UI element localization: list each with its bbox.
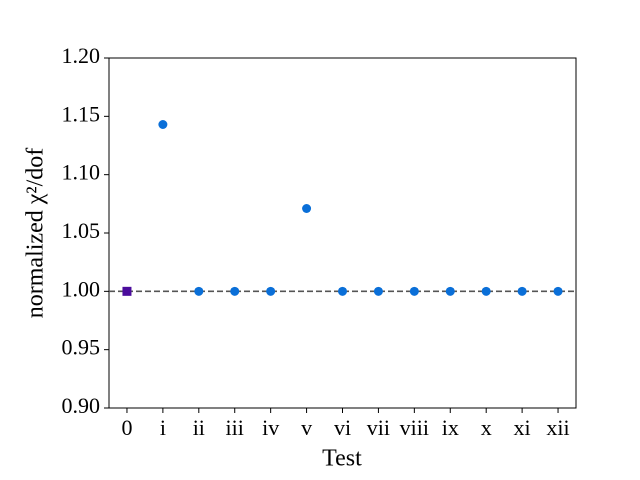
- y-tick-label: 1.05: [62, 218, 101, 243]
- x-tick-label: iii: [226, 415, 244, 440]
- y-tick-label: 1.00: [62, 276, 101, 301]
- point: [158, 120, 168, 129]
- x-tick-label: xi: [514, 415, 531, 440]
- y-tick-label: 1.15: [62, 101, 101, 126]
- point: [266, 286, 276, 296]
- x-tick-label: v: [301, 415, 312, 440]
- point: [373, 286, 383, 296]
- point: [302, 204, 312, 213]
- x-tick-label: ii: [193, 415, 205, 440]
- y-tick-label: 0.90: [62, 393, 101, 418]
- x-tick-label: iv: [262, 415, 279, 440]
- point: [517, 286, 527, 296]
- point: [230, 286, 240, 296]
- y-tick-label: 1.20: [62, 43, 101, 68]
- point: [409, 286, 419, 296]
- x-tick-label: 0: [121, 415, 132, 440]
- point: [481, 286, 491, 296]
- x-tick-label: i: [160, 415, 166, 440]
- x-tick-label: vii: [367, 415, 390, 440]
- point: [122, 286, 132, 296]
- plot-frame: [108, 57, 577, 409]
- point: [553, 286, 563, 296]
- point: [338, 286, 347, 296]
- y-tick-label: 0.95: [62, 335, 101, 360]
- x-tick-label: xii: [546, 415, 569, 440]
- y-tick-label: 1.10: [62, 160, 101, 185]
- point: [194, 286, 204, 296]
- x-tick-label: viii: [400, 415, 429, 440]
- y-axis-label: normalized χ²/dof: [23, 148, 49, 318]
- x-axis-label: Test: [322, 446, 362, 472]
- x-tick-label: ix: [442, 415, 459, 440]
- x-tick-label: vi: [334, 415, 351, 440]
- point: [445, 286, 455, 296]
- x-tick-label: x: [481, 415, 492, 440]
